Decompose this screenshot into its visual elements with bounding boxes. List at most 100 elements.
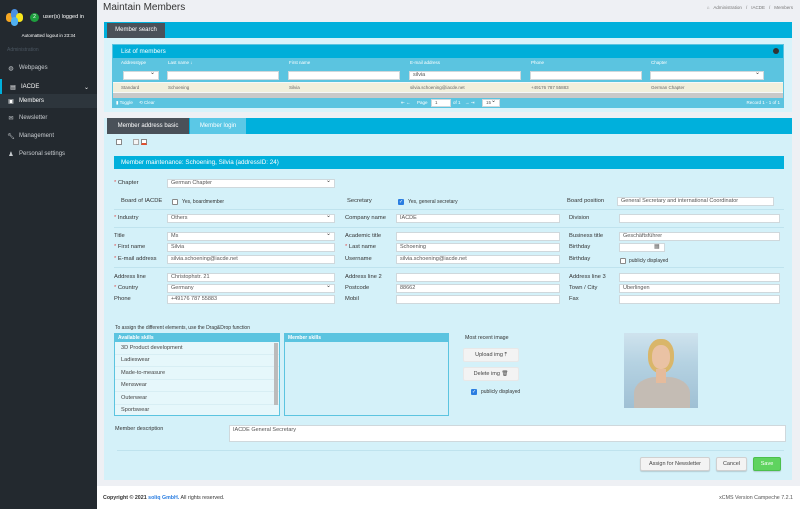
- image-public-option: publicly displayed: [481, 389, 521, 395]
- town-input[interactable]: Überlingen: [619, 284, 780, 293]
- first-name-input[interactable]: Silvia: [167, 243, 335, 252]
- delete-image-button[interactable]: Delete img 🗑︎: [463, 367, 519, 381]
- list-item[interactable]: Made-to-measure: [115, 367, 279, 380]
- filter-last-name[interactable]: [167, 71, 279, 80]
- next-page-icon[interactable]: → ⇥: [465, 100, 475, 105]
- horizontal-scrollbar[interactable]: [113, 93, 783, 98]
- username-input[interactable]: silvia.schoening@iacde.net: [396, 255, 560, 264]
- filter-email[interactable]: silvia: [409, 71, 521, 80]
- last-name-label: * Last name: [345, 244, 376, 250]
- col-first-name[interactable]: First name: [289, 60, 311, 65]
- clear-button[interactable]: ⟲ Clear: [139, 100, 155, 105]
- list-item[interactable]: 3D Product development: [115, 342, 279, 355]
- business-title-input[interactable]: Geschäftsführer: [619, 232, 780, 241]
- image-title: Most recent image: [465, 335, 509, 341]
- board-position-input[interactable]: General Secretary and international Coor…: [617, 197, 774, 206]
- secretary-checkbox[interactable]: ✓: [398, 199, 404, 205]
- toggle-button[interactable]: ▮ Toggle: [116, 100, 133, 105]
- address-line-3-label: Address line 3: [569, 274, 606, 280]
- filter-chapter[interactable]: [650, 71, 764, 80]
- birthday-input[interactable]: [619, 243, 665, 252]
- sidebar-item-newsletter[interactable]: ✉ Newsletter: [8, 115, 48, 122]
- col-addresstype[interactable]: Addresstype: [121, 60, 147, 65]
- col-email[interactable]: E-mail address: [410, 60, 441, 65]
- skills-scrollbar[interactable]: [274, 343, 278, 405]
- upload-image-button[interactable]: Upload img ⤒: [463, 348, 519, 362]
- sidebar-item-personal-settings[interactable]: ♟ Personal settings: [8, 151, 66, 158]
- academic-title-input[interactable]: [396, 232, 560, 241]
- sidebar-item-iacde[interactable]: ▤ IACDE ⌄: [0, 79, 97, 95]
- list-item[interactable]: Ladieswear: [115, 355, 279, 367]
- filter-addresstype[interactable]: [123, 71, 159, 80]
- description-textarea[interactable]: IACDE General Secretary: [229, 425, 786, 442]
- col-chapter[interactable]: Chapter: [651, 60, 668, 65]
- new-record-icon[interactable]: [116, 139, 122, 145]
- country-select[interactable]: Germany: [167, 284, 335, 293]
- copy-icon[interactable]: [133, 139, 139, 145]
- phone-input[interactable]: +49176 787 55883: [167, 295, 335, 304]
- title-select[interactable]: Ms: [167, 232, 335, 241]
- mobil-input[interactable]: [396, 295, 560, 304]
- page-size-select[interactable]: 15: [482, 99, 500, 107]
- member-skills-title: Member skills: [285, 334, 448, 342]
- list-item[interactable]: Sportswear: [115, 405, 279, 416]
- fax-input[interactable]: [619, 295, 780, 304]
- prev-page-icon[interactable]: ⇤ ←: [401, 100, 411, 105]
- email-input[interactable]: silvia.schoening@iacde.net: [167, 255, 335, 264]
- postcode-input[interactable]: 88662: [396, 284, 560, 293]
- grid-pager: ▮ Toggle ⟲ Clear ⇤ ← Page 1 of 1 → ⇥ 15 …: [113, 98, 783, 108]
- address-line-3-input[interactable]: [619, 273, 780, 282]
- record-count: Record 1 - 1 of 1: [746, 100, 780, 105]
- company-link[interactable]: soliq GmbH.: [148, 495, 180, 501]
- industry-select[interactable]: Others: [167, 214, 335, 223]
- page-input[interactable]: 1: [431, 99, 451, 107]
- tab-member-login[interactable]: Member login: [190, 118, 246, 134]
- footer: [97, 486, 800, 509]
- filter-phone[interactable]: [530, 71, 642, 80]
- member-skills-list[interactable]: Member skills: [284, 333, 449, 416]
- mobil-label: Mobil: [345, 296, 359, 302]
- breadcrumb-administration[interactable]: Administration: [713, 5, 742, 10]
- close-icon[interactable]: [773, 48, 779, 54]
- company-input[interactable]: IACDE: [396, 214, 560, 223]
- first-name-label: * First name: [114, 244, 146, 250]
- dnd-hint: To assign the different elements, use th…: [115, 325, 250, 331]
- address-line-input[interactable]: Christophstr. 21: [167, 273, 335, 282]
- last-name-input[interactable]: Schoening: [396, 243, 560, 252]
- envelope-icon: ✉: [8, 115, 14, 122]
- table-row[interactable]: Standard Schoening Silvia silvia.schoeni…: [113, 83, 783, 92]
- chapter-select[interactable]: German Chapter: [167, 179, 335, 188]
- list-item[interactable]: Menswear: [115, 380, 279, 392]
- logo-icon: [6, 9, 23, 26]
- page-title: Maintain Members: [103, 2, 186, 13]
- trash-icon: 🗑︎: [501, 371, 509, 377]
- upload-icon: ⤒: [504, 351, 507, 358]
- list-item[interactable]: Outerwear: [115, 392, 279, 405]
- fax-label: Fax: [569, 296, 579, 302]
- delete-record-icon[interactable]: [141, 139, 147, 145]
- division-input[interactable]: [619, 214, 780, 223]
- boardmember-checkbox[interactable]: [172, 199, 178, 205]
- birthday-public-checkbox[interactable]: [620, 258, 626, 264]
- postcode-label: Postcode: [345, 285, 370, 291]
- birthday-label: Birthday: [569, 244, 591, 250]
- user-icon: ♟: [8, 151, 14, 158]
- assign-newsletter-button[interactable]: Assign for Newsletter: [640, 457, 710, 471]
- cancel-button[interactable]: Cancel: [716, 457, 747, 471]
- sidebar-item-management[interactable]: 🔧︎ Management: [7, 133, 55, 140]
- address-line-2-input[interactable]: [396, 273, 560, 282]
- image-public-checkbox[interactable]: ✓: [471, 389, 477, 395]
- tab-member-address-basic[interactable]: Member address basic: [107, 118, 189, 134]
- available-skills-list[interactable]: Available skills 3D Product development …: [114, 333, 280, 416]
- col-phone[interactable]: Phone: [531, 60, 545, 65]
- chevron-down-icon: ⌄: [83, 84, 89, 91]
- calendar-icon[interactable]: ▦: [654, 244, 660, 250]
- breadcrumb-iacde[interactable]: IACDE: [751, 5, 765, 10]
- save-button[interactable]: Save: [753, 457, 781, 471]
- col-last-name[interactable]: Last name ↓: [168, 60, 193, 65]
- sidebar-item-members[interactable]: ▣ Members: [0, 94, 97, 108]
- filter-first-name[interactable]: [288, 71, 400, 80]
- tab-member-search[interactable]: Member search: [107, 23, 165, 38]
- secretary-label: Secretary: [347, 198, 372, 204]
- sidebar-item-webpages[interactable]: ◍ Webpages: [8, 65, 48, 72]
